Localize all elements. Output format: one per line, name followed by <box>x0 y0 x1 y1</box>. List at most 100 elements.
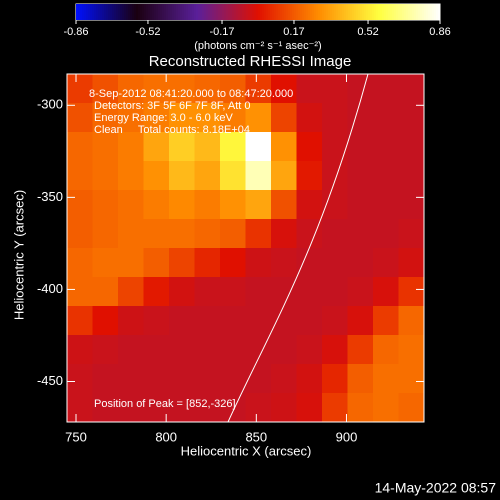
colorbar-swatch <box>328 4 331 20</box>
cell <box>347 190 374 220</box>
colorbar-swatch <box>420 4 423 20</box>
cell <box>398 335 425 365</box>
cell <box>143 306 170 336</box>
colorbar-swatch <box>184 4 187 20</box>
cell <box>398 103 425 133</box>
colorbar-swatch <box>342 4 345 20</box>
cell <box>220 103 246 133</box>
cell <box>220 219 246 249</box>
colorbar-swatch <box>226 4 229 20</box>
cell <box>194 306 221 336</box>
colorbar-swatch <box>434 4 437 20</box>
cell <box>296 393 323 423</box>
colorbar-swatch <box>372 4 375 20</box>
colorbar-swatch <box>180 4 183 20</box>
y-tick-label: -400 <box>37 281 63 296</box>
colorbar-swatch <box>258 4 261 20</box>
cell <box>169 219 195 249</box>
cell <box>67 306 93 336</box>
cell <box>271 277 297 307</box>
cell <box>220 74 246 104</box>
cell <box>245 190 272 220</box>
colorbar-swatch <box>358 4 361 20</box>
colorbar-swatch <box>176 4 179 20</box>
cell <box>92 161 119 191</box>
colorbar-swatch <box>146 4 149 20</box>
colorbar-swatch <box>414 4 417 20</box>
cell <box>169 132 195 162</box>
cell <box>296 103 323 133</box>
colorbar-swatch <box>412 4 415 20</box>
colorbar-swatch <box>212 4 215 20</box>
colorbar-swatch <box>430 4 433 20</box>
cell <box>398 306 425 336</box>
x-tick-label: 800 <box>155 429 177 444</box>
colorbar-swatch <box>306 4 309 20</box>
cell <box>143 248 170 278</box>
cell <box>271 393 297 423</box>
colorbar-swatch <box>366 4 369 20</box>
cell <box>347 219 374 249</box>
colorbar-swatch <box>182 4 185 20</box>
cell <box>169 393 195 423</box>
cell <box>92 306 119 336</box>
cell <box>169 74 195 104</box>
cell <box>322 219 348 249</box>
cell <box>118 393 144 423</box>
cell <box>398 74 425 104</box>
colorbar-swatch <box>196 4 199 20</box>
cell <box>118 248 144 278</box>
cell <box>271 190 297 220</box>
colorbar-swatch <box>268 4 271 20</box>
colorbar-swatch <box>272 4 275 20</box>
colorbar-swatch <box>234 4 237 20</box>
colorbar-swatch <box>224 4 227 20</box>
cell <box>373 306 399 336</box>
colorbar-swatch <box>274 4 277 20</box>
cell <box>245 364 272 394</box>
colorbar-swatch <box>288 4 291 20</box>
cell <box>373 277 399 307</box>
colorbar-swatch <box>140 4 143 20</box>
colorbar-swatch <box>108 4 111 20</box>
cell <box>194 393 221 423</box>
cell <box>245 103 272 133</box>
colorbar-swatch <box>138 4 141 20</box>
colorbar-swatch <box>340 4 343 20</box>
cell <box>373 219 399 249</box>
colorbar-swatch <box>376 4 379 20</box>
colorbar-swatch <box>232 4 235 20</box>
cell <box>347 364 374 394</box>
cell <box>169 248 195 278</box>
cell <box>347 248 374 278</box>
cell <box>296 219 323 249</box>
cell <box>143 74 170 104</box>
colorbar-tick-label: 0.86 <box>429 26 450 38</box>
colorbar-tick-label: 0.52 <box>357 26 378 38</box>
colorbar-swatch <box>270 4 273 20</box>
colorbar-swatch <box>236 4 239 20</box>
colorbar-swatch <box>314 4 317 20</box>
cell <box>322 103 348 133</box>
colorbar-swatch <box>198 4 201 20</box>
colorbar-swatch <box>330 4 333 20</box>
colorbar-swatch <box>244 4 247 20</box>
cell <box>143 393 170 423</box>
cell <box>322 248 348 278</box>
annotation: Detectors: 3F 5F 6F 7F 8F, Att 0 <box>94 100 251 112</box>
cell <box>373 132 399 162</box>
colorbar-swatch <box>118 4 121 20</box>
colorbar-swatch <box>280 4 283 20</box>
colorbar-swatch <box>168 4 171 20</box>
cell <box>67 103 93 133</box>
colorbar-swatch <box>154 4 157 20</box>
cell <box>118 190 144 220</box>
colorbar-swatch <box>126 4 129 20</box>
cell <box>194 74 221 104</box>
colorbar-swatch <box>318 4 321 20</box>
cell <box>92 335 119 365</box>
colorbar-swatch <box>348 4 351 20</box>
colorbar-swatch <box>404 4 407 20</box>
cell <box>118 161 144 191</box>
colorbar-swatch <box>84 4 87 20</box>
